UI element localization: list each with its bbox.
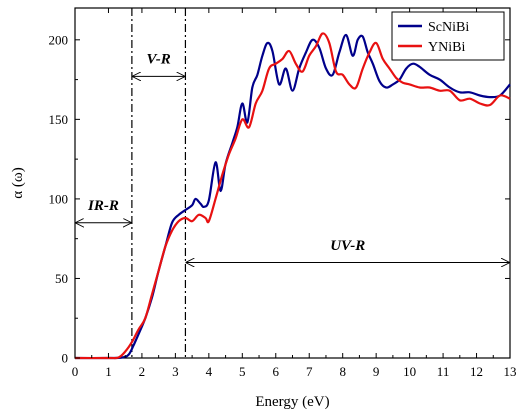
x-tick-label: 5 [239,364,246,379]
x-tick-label: 1 [105,364,112,379]
series-layer [74,32,511,360]
x-tick-label: 10 [403,364,416,379]
x-tick-label: 6 [273,364,280,379]
y-axis-ticks: 0 50 100 150 200 [49,32,510,366]
x-tick-label: 4 [206,364,213,379]
y-tick-label: 0 [62,351,69,366]
legend: ScNiBi YNiBi [391,11,505,61]
region-label: V-R [147,52,171,68]
x-tick-label: 2 [139,364,146,379]
x-tick-label: 12 [470,364,483,379]
x-tick-label: 9 [373,364,380,379]
region-label: IR-R [87,198,119,214]
x-tick-label: 7 [306,364,313,379]
x-tick-label: 0 [72,364,79,379]
legend-label: ScNiBi [428,20,469,35]
x-tick-label: 13 [504,364,517,379]
x-tick-label: 3 [172,364,179,379]
region-label: UV-R [330,238,365,254]
y-tick-label: 50 [55,271,68,286]
y-tick-label: 150 [49,112,69,127]
x-tick-label: 8 [339,364,346,379]
legend-label: YNiBi [428,40,465,55]
legend-box [391,11,505,61]
region-arrows: IR-R V-R UV-R [76,52,509,263]
x-tick-label: 11 [437,364,450,379]
series-line-scnibi [74,33,511,360]
x-axis-ticks: 0 1 2 3 4 5 6 7 8 9 10 11 12 13 [72,8,517,379]
series-line-ynibi [74,32,511,360]
y-tick-label: 100 [49,191,69,206]
y-tick-label: 200 [49,32,69,47]
x-axis-label: Energy (eV) [255,394,329,410]
region-divider-lines [131,8,187,358]
y-axis-label: α (ω) [10,167,26,198]
